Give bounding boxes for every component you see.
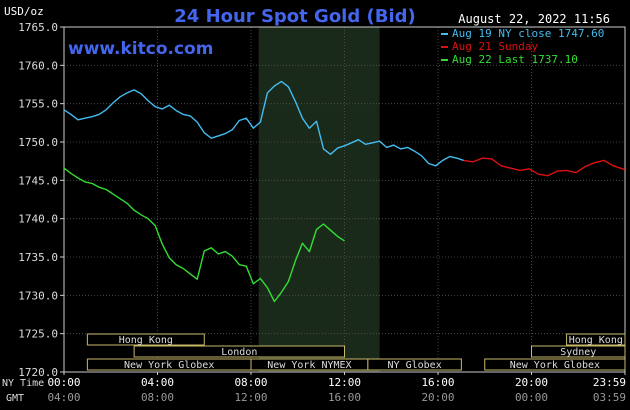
y-tick-label: 1735.0 xyxy=(18,251,58,264)
series-line-1 xyxy=(463,157,626,177)
y-tick-label: 1760.0 xyxy=(18,59,58,72)
gmt-tick: 03:59 xyxy=(593,391,626,404)
legend-aug19: Aug 19 NY close 1747.60 xyxy=(452,27,604,40)
ny-time-label: NY Time xyxy=(2,378,44,389)
y-tick-label: 1755.0 xyxy=(18,98,58,111)
legend-aug21: Aug 21 Sunday xyxy=(452,40,538,53)
legend-aug22: Aug 22 Last 1737.10 xyxy=(452,53,578,66)
session-label: Hong Kong xyxy=(569,335,623,346)
gmt-tick: 00:00 xyxy=(515,391,548,404)
ny-time-tick: 23:59 xyxy=(593,376,626,389)
x-axis-ticks: 00:00 04:00 04:00 08:00 08:00 12:00 12:00 16:00… xyxy=(47,372,626,404)
series-line-2 xyxy=(63,167,345,303)
session-label: New York NYMEX xyxy=(267,360,351,371)
ny-time-tick: 16:00 xyxy=(421,376,454,389)
y-tick-label: 1725.0 xyxy=(18,328,58,341)
price-series xyxy=(63,80,626,303)
y-tick-label: 1720.0 xyxy=(18,366,58,379)
y-tick-label: 1740.0 xyxy=(18,213,58,226)
ny-time-tick: 00:00 xyxy=(47,376,80,389)
ny-time-tick: 08:00 xyxy=(234,376,267,389)
timestamp: August 22, 2022 11:56 xyxy=(458,12,610,26)
nymex-session-shade xyxy=(258,27,380,372)
market-session-bars: Hong Kong Hong Kong London Sydney New York G… xyxy=(86,333,626,371)
session-label: New York Globex xyxy=(124,360,214,371)
series-line-0 xyxy=(63,80,464,167)
gmt-tick: 12:00 xyxy=(234,391,267,404)
ny-time-tick: 04:00 xyxy=(141,376,174,389)
y-axis-ticks: 1765.0 1760.0 1755.0 1750.0 1745.0 1740.0 1735… xyxy=(18,21,64,379)
watermark-url: www.kitco.com xyxy=(68,39,213,59)
session-label: New York Globex xyxy=(510,360,600,371)
gmt-tick: 04:00 xyxy=(47,391,80,404)
session-bar xyxy=(484,358,626,371)
session-bar xyxy=(133,345,345,358)
session-label: London xyxy=(221,347,257,358)
session-label: Hong Kong xyxy=(119,335,173,346)
y-tick-label: 1765.0 xyxy=(18,21,58,34)
ny-time-tick: 20:00 xyxy=(515,376,548,389)
chart-title: 24 Hour Spot Gold (Bid) xyxy=(174,6,415,27)
session-bar xyxy=(566,333,626,346)
ny-time-tick: 12:00 xyxy=(328,376,361,389)
y-tick-label: 1750.0 xyxy=(18,136,58,149)
session-bar xyxy=(86,333,205,346)
session-label: Sydney xyxy=(560,347,596,358)
session-bar xyxy=(531,345,626,358)
unit-label: USD/oz xyxy=(4,5,44,18)
session-label: NY Globex xyxy=(388,360,442,371)
gmt-label: GMT xyxy=(6,393,24,404)
session-bar xyxy=(367,358,462,371)
y-tick-label: 1730.0 xyxy=(18,289,58,302)
gmt-tick: 16:00 xyxy=(328,391,361,404)
legend: Aug 19 NY close 1747.60 Aug 21 Sunday Au… xyxy=(441,27,604,66)
y-tick-label: 1745.0 xyxy=(18,174,58,187)
gmt-tick: 20:00 xyxy=(421,391,454,404)
gmt-tick: 08:00 xyxy=(141,391,174,404)
